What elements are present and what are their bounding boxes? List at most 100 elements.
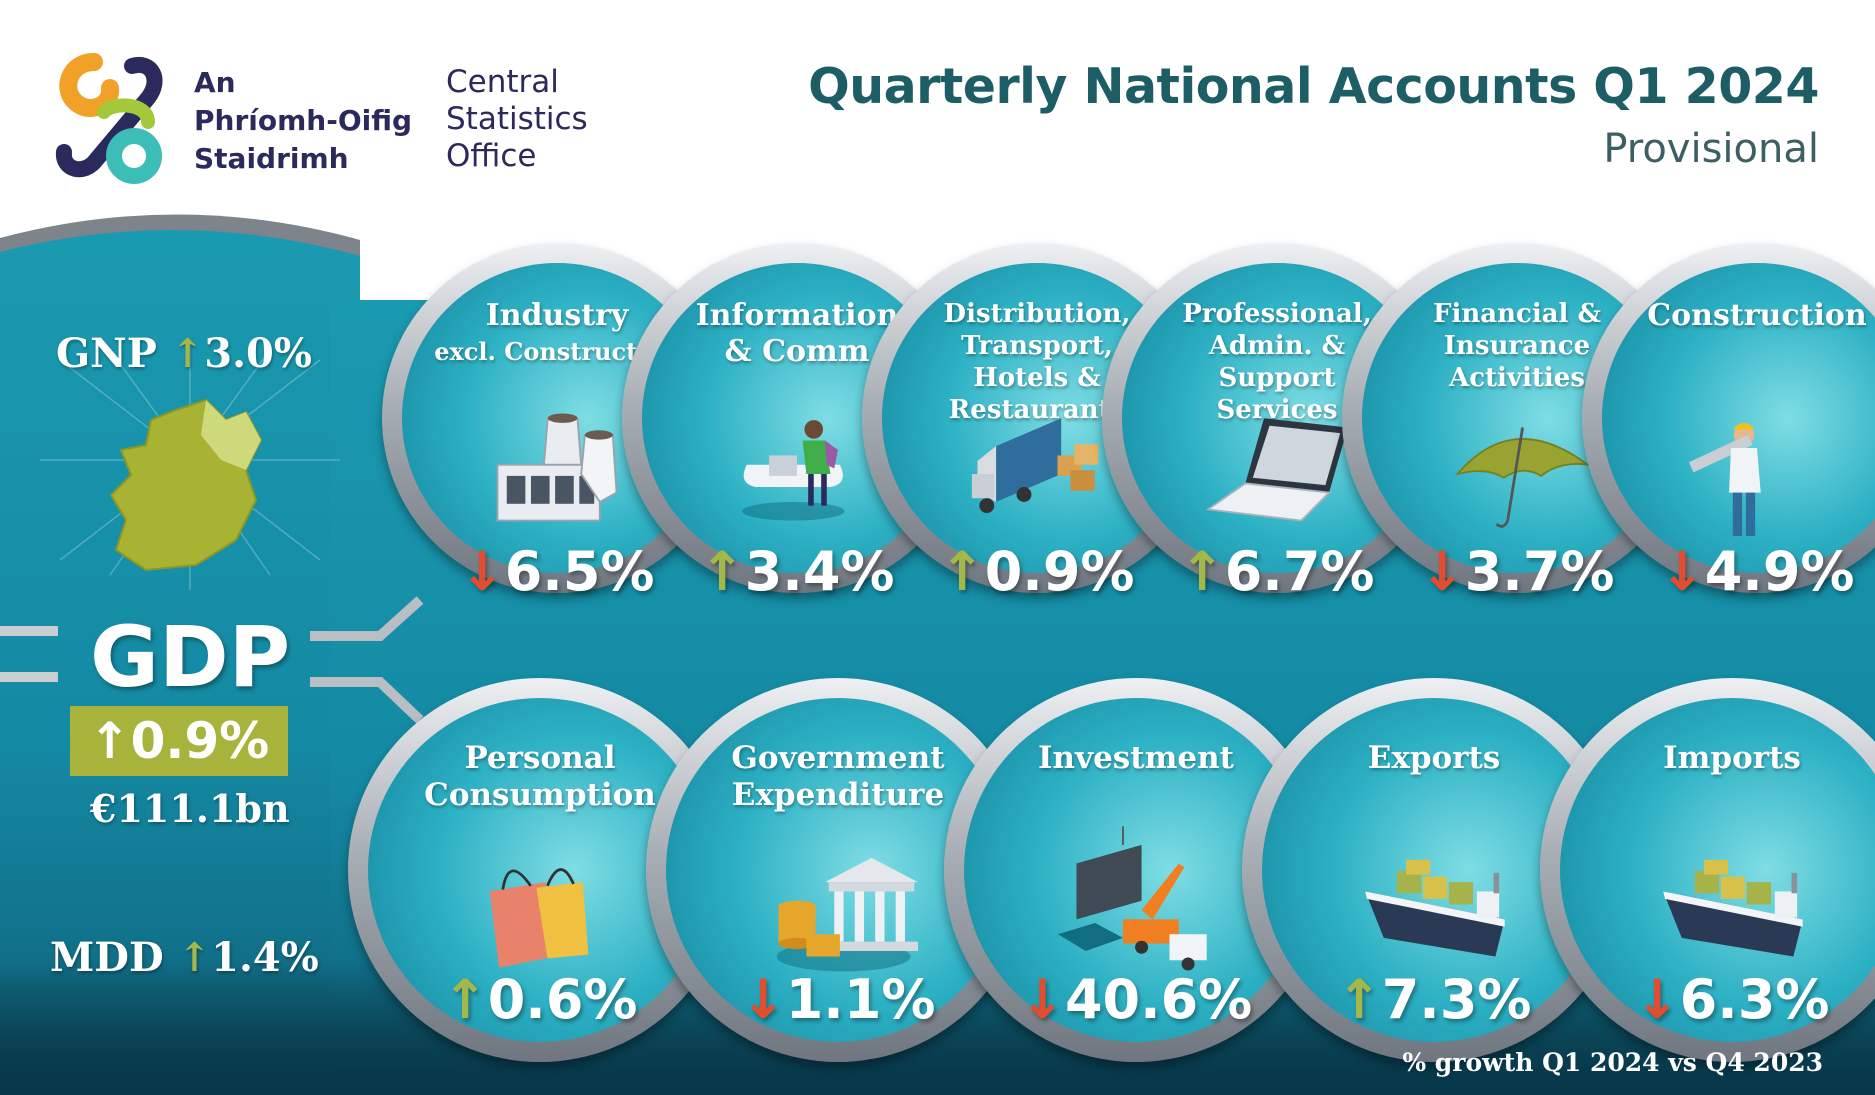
cargo-ship-icon [1365,859,1505,957]
expenditure-growth: ↑0.6% [368,968,712,1031]
footnote: % growth Q1 2024 vs Q4 2023 [1402,1048,1823,1077]
expenditure-label: Exports [1262,740,1606,777]
government-building-icon [776,857,918,972]
mdd-value: 1.4% [211,934,319,981]
cso-logo-icon [56,53,163,184]
expenditure-label-line: Consumption [424,777,656,813]
sector-label-line: Industry [485,298,629,333]
expenditure-growth-value: 40.6% [1064,968,1253,1031]
logo-irish-name: An Phríomh-Oifig Staidrimh [194,64,412,178]
sector-label: Professional, Admin. & Support Services [1122,298,1432,426]
sector-growth: ↓6.5% [402,540,712,603]
sector-label-line: Hotels & [973,363,1101,393]
ireland-map-icon [109,398,263,572]
sector-label-line: Information [695,298,899,333]
logo-english-line: Office [446,138,537,174]
expenditure-growth: ↓40.6% [964,968,1308,1031]
up-arrow-icon: ↑ [1336,968,1382,1031]
shopping-bags-icon [489,868,589,968]
page-title: Quarterly National Accounts Q1 2024 [808,58,1819,115]
sector-growth-value: 3.7% [1464,540,1615,603]
sector-label-line: Professional, [1182,299,1372,329]
sector-label-line: Construction [1647,298,1867,333]
expenditure-growth: ↓6.3% [1560,968,1875,1031]
expenditure-label: Imports [1560,740,1875,777]
expenditure-label-line: Imports [1663,740,1801,776]
sector-label-line: Distribution, [943,299,1131,329]
down-arrow-icon: ↓ [1019,968,1065,1031]
expenditure-growth-value: 1.1% [785,968,936,1031]
down-arrow-icon: ↓ [459,540,505,603]
factory-icon [496,413,618,522]
up-arrow-icon: ↑ [1179,540,1225,603]
mdd-label: MDD [50,934,164,981]
up-arrow-icon: ↑ [442,968,488,1031]
down-arrow-icon: ↓ [740,968,786,1031]
computer-user-icon [742,420,845,521]
sector-label: Construction [1602,298,1875,334]
sector-label: Distribution, Transport, Hotels & Restauran… [882,298,1192,426]
cargo-ship-icon [1663,859,1803,957]
delivery-truck-icon [971,418,1099,514]
sector-label-line: Activities [1449,363,1585,393]
expenditure-growth-value: 0.6% [487,968,638,1031]
mdd-stat: MDD ↑1.4% [50,934,319,981]
gdp-amount: €111.1bn [90,786,290,831]
logo-english-line: Central [446,64,559,100]
sector-label: Industry excl. Construction [402,298,712,370]
expenditure-label-line: Exports [1367,740,1501,776]
sector-growth-value: 6.5% [504,540,655,603]
down-arrow-icon: ↓ [1634,968,1680,1031]
down-arrow-icon: ↓ [1659,540,1705,603]
logo-english-name: Central Statistics Office [446,64,588,175]
expenditure-label-line: Personal [464,740,616,776]
sector-growth: ↓4.9% [1602,540,1875,603]
sector-label: Financial & Insurance Activities [1362,298,1672,394]
logo-irish-line: An [194,66,236,99]
sector-growth: ↑3.4% [642,540,952,603]
sector-growth: ↑6.7% [1122,540,1432,603]
up-arrow-icon: ↑ [699,540,745,603]
page-subtitle: Provisional [1603,126,1819,172]
expenditure-label-line: Expenditure [731,777,945,813]
gdp-growth-badge: ↑0.9% [70,706,288,776]
sector-label-line: Insurance [1443,331,1591,361]
sector-growth-value: 4.9% [1704,540,1855,603]
up-arrow-icon: ↑ [939,540,985,603]
up-arrow-icon: ↑ [177,934,212,981]
expenditure-growth-value: 6.3% [1679,968,1830,1031]
expenditure-label-line: Government [731,740,945,776]
gnp-label: GNP [56,330,157,377]
up-arrow-icon: ↑ [170,330,205,377]
sector-growth-value: 6.7% [1224,540,1375,603]
sector-label-line: Restaurants [948,395,1126,425]
gdp-label: GDP [90,608,291,706]
expenditure-growth: ↓1.1% [666,968,1010,1031]
expenditure-growth: ↑7.3% [1262,968,1606,1031]
sector-growth: ↑0.9% [882,540,1192,603]
logo-irish-line: Staidrimh [194,142,349,175]
gnp-stat: GNP ↑3.0% [56,330,312,377]
expenditure-growth-value: 7.3% [1381,968,1532,1031]
sector-label-line: Financial & [1433,299,1601,329]
down-arrow-icon: ↓ [1419,540,1465,603]
logo-english-line: Statistics [446,101,588,137]
sector-growth-value: 3.4% [744,540,895,603]
sector-label: Information & Comm [642,298,952,370]
sector-label-line: Admin. & [1208,331,1346,361]
construction-worker-icon [1688,422,1761,536]
expenditure-label-line: Investment [1038,740,1234,776]
expenditure-label: Government Expenditure [666,740,1010,814]
umbrella-icon [1454,427,1592,528]
expenditure-label: Investment [964,740,1308,777]
gnp-value: 3.0% [204,330,312,377]
up-arrow-icon: ↑ [88,712,131,770]
expenditure-label: Personal Consumption [368,740,712,814]
logo-irish-line: Phríomh-Oifig [194,104,413,137]
sector-label-line: Transport, [961,331,1113,361]
laptop-icon [1205,418,1348,522]
gdp-growth: ↑0.9% [70,706,288,776]
sector-growth: ↓3.7% [1362,540,1672,603]
sector-growth-value: 0.9% [984,540,1135,603]
